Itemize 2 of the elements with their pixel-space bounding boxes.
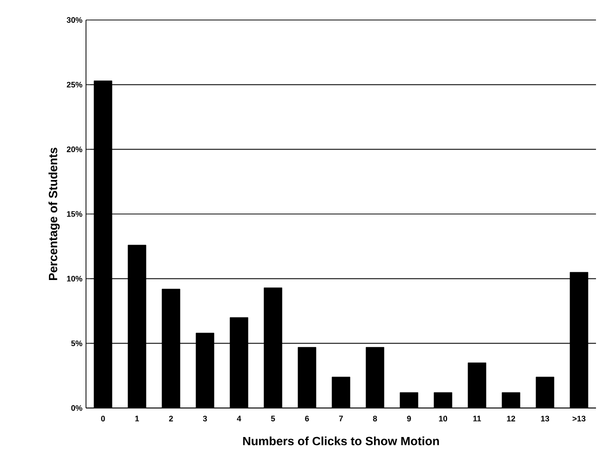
y-axis-title: Percentage of Students [48, 148, 60, 280]
x-axis-title: Numbers of Clicks to Show Motion [243, 436, 439, 446]
